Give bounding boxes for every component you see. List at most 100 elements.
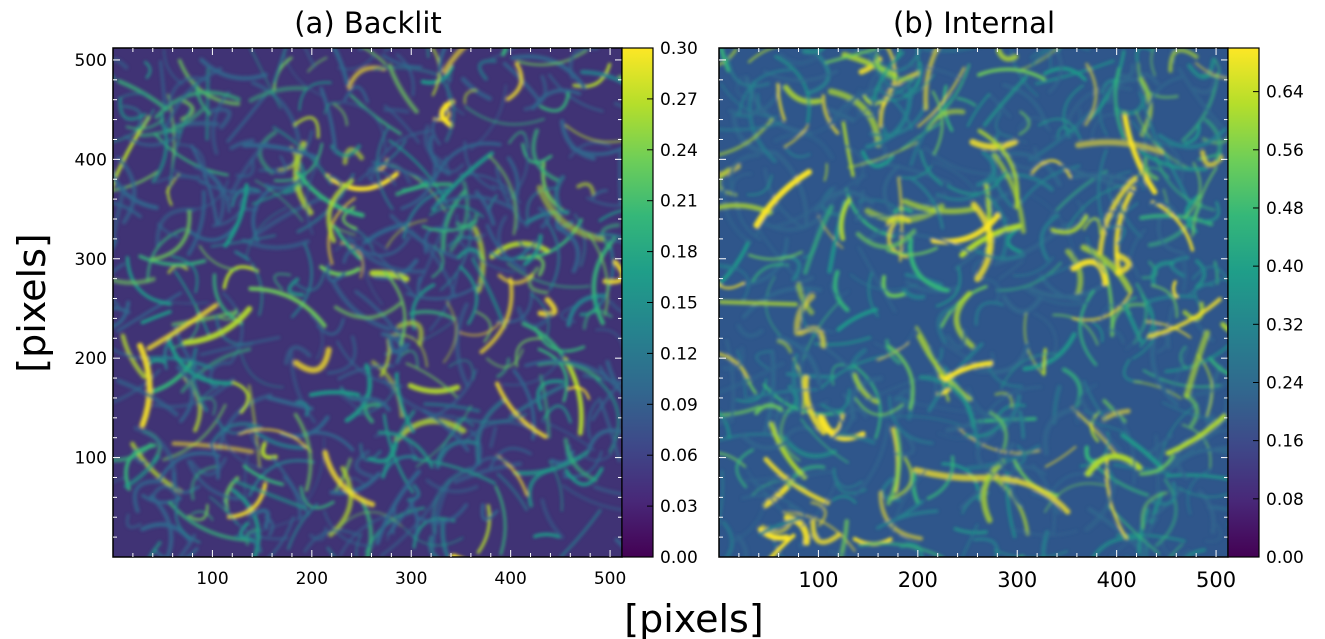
filament-texture	[1139, 454, 1175, 476]
filament-texture	[359, 443, 382, 462]
filament-texture	[324, 171, 399, 192]
filament-texture	[501, 48, 508, 57]
panel-b-heatmap	[719, 48, 1228, 557]
filament-texture	[113, 348, 146, 360]
filament-texture	[450, 553, 463, 557]
filament-texture	[845, 188, 895, 238]
filament-texture	[1149, 138, 1184, 182]
filament-texture	[253, 196, 324, 238]
filament-texture	[1165, 413, 1227, 456]
filament-texture	[113, 201, 142, 219]
filament-texture	[149, 484, 181, 502]
panel-a-title: (a) Backlit	[294, 6, 442, 40]
panel-b-ticks: 100 200 300 400 500	[719, 48, 1236, 592]
filament-texture	[732, 172, 752, 197]
filament-texture	[116, 378, 179, 417]
filament-texture	[886, 246, 938, 256]
filament-texture	[380, 332, 403, 365]
colorbar-tick-label: 0.32	[1266, 315, 1304, 335]
filament-texture	[829, 84, 908, 126]
filament-texture	[324, 102, 341, 115]
filament-texture	[118, 97, 147, 121]
filament-texture	[222, 265, 259, 290]
filament-texture	[539, 90, 571, 113]
filament-texture	[113, 476, 128, 484]
panel-b-title: (b) Internal	[893, 6, 1055, 40]
filament-texture	[977, 67, 1046, 81]
filament-texture	[113, 168, 159, 210]
filament-texture	[886, 344, 915, 411]
filament-texture	[1010, 48, 1039, 97]
filament-texture	[1194, 259, 1207, 288]
filament-texture	[444, 156, 465, 174]
filament-texture	[190, 347, 209, 413]
filament-texture	[456, 213, 486, 239]
filament-texture	[342, 246, 364, 264]
filament-texture	[309, 526, 328, 541]
filament-texture	[1048, 472, 1106, 496]
filament-texture	[1020, 164, 1081, 204]
filament-texture	[447, 236, 481, 248]
filament-texture	[273, 273, 292, 291]
filament-texture	[1070, 258, 1109, 287]
filament-texture	[326, 178, 355, 244]
filament-texture	[871, 50, 905, 101]
filament-texture	[876, 509, 939, 530]
colorbar-tick-label: 0.21	[660, 192, 698, 212]
filament-texture	[147, 540, 162, 557]
filament-texture	[122, 104, 143, 133]
filament-texture	[1125, 322, 1149, 351]
filament-texture	[382, 378, 456, 419]
filament-texture	[853, 422, 890, 497]
filament-texture	[230, 488, 261, 557]
filament-texture	[209, 421, 263, 448]
filament-texture	[719, 361, 785, 395]
filament-texture	[860, 149, 895, 168]
filament-texture	[1177, 486, 1228, 498]
filament-texture	[254, 179, 304, 222]
filament-texture	[113, 306, 131, 330]
filament-texture	[533, 532, 561, 539]
filament-texture	[836, 307, 878, 332]
filament-texture	[1157, 216, 1186, 255]
filament-texture	[1146, 75, 1183, 113]
filament-texture	[969, 138, 1019, 151]
filament-texture	[801, 476, 838, 527]
filament-texture	[721, 520, 734, 557]
filament-texture	[524, 359, 609, 379]
colorbar-tick-label: 0.56	[1266, 141, 1304, 161]
filament-texture	[485, 348, 524, 369]
x-tick-label: 400	[494, 569, 526, 589]
filament-texture	[1000, 352, 1057, 389]
filament-texture	[1012, 146, 1039, 171]
filament-texture	[146, 302, 219, 351]
colorbar-tick-label: 0.64	[1266, 83, 1304, 103]
filament-texture	[819, 388, 851, 412]
filament-texture	[783, 84, 822, 105]
filament-texture	[517, 49, 588, 66]
filament-texture	[899, 165, 933, 180]
filament-texture	[267, 155, 287, 175]
filament-texture	[868, 160, 952, 185]
filament-texture	[1048, 49, 1063, 94]
filament-texture	[1006, 226, 1024, 254]
filament-texture	[230, 187, 261, 208]
filament-texture	[953, 527, 988, 535]
filament-texture	[999, 475, 1071, 515]
filament-texture	[113, 57, 129, 70]
filament-texture	[124, 443, 157, 491]
filament-texture	[910, 70, 924, 99]
panel-a-heatmap	[113, 48, 622, 557]
filament-texture	[598, 209, 622, 222]
colorbar-tick-label: 0.48	[1266, 199, 1304, 219]
filament-texture	[369, 269, 410, 282]
filament-texture	[936, 303, 964, 344]
filament-texture	[821, 94, 840, 135]
filament-texture	[885, 338, 902, 365]
filament-texture	[1074, 383, 1098, 425]
colorbar-tick-label: 0.24	[660, 141, 698, 161]
filament-texture	[565, 124, 622, 143]
filament-texture	[1037, 118, 1082, 141]
filament-texture	[991, 342, 1030, 375]
